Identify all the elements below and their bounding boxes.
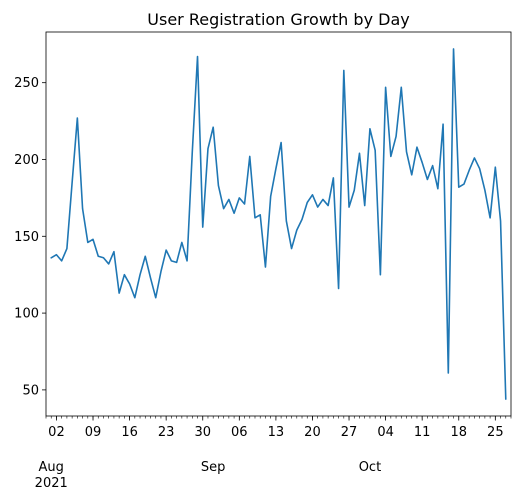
series-line	[50, 48, 507, 400]
x-year-label: 2021	[35, 476, 68, 491]
chart-title: User Registration Growth by Day	[147, 10, 409, 29]
x-tick-label: 18	[450, 425, 467, 440]
x-tick-label: 25	[487, 425, 504, 440]
x-tick-label: 11	[414, 425, 431, 440]
x-tick-label: 09	[85, 425, 102, 440]
y-tick-label: 50	[22, 383, 39, 398]
x-tick-label: 13	[268, 425, 285, 440]
x-tick-label: 20	[304, 425, 321, 440]
x-month-label: Aug	[39, 460, 64, 475]
y-tick-label: 150	[14, 230, 39, 245]
x-tick-label: 04	[377, 425, 394, 440]
x-month-label: Sep	[201, 460, 226, 475]
plot-area	[50, 48, 507, 400]
x-tick-label: 02	[48, 425, 65, 440]
x-tick-label: 30	[194, 425, 211, 440]
x-month-label: Oct	[359, 460, 381, 475]
x-tick-label: 23	[158, 425, 175, 440]
axes: 50 100 150 200 250 02 09 16 23 30 06 13 20 27 04 11 18 25…	[14, 31, 512, 491]
y-tick-label: 250	[14, 76, 39, 91]
x-tick-label: 27	[341, 425, 358, 440]
plot-frame	[45, 31, 512, 417]
x-tick-label: 06	[231, 425, 248, 440]
y-tick-label: 100	[14, 307, 39, 322]
y-tick-label: 200	[14, 153, 39, 168]
x-tick-label: 16	[121, 425, 138, 440]
